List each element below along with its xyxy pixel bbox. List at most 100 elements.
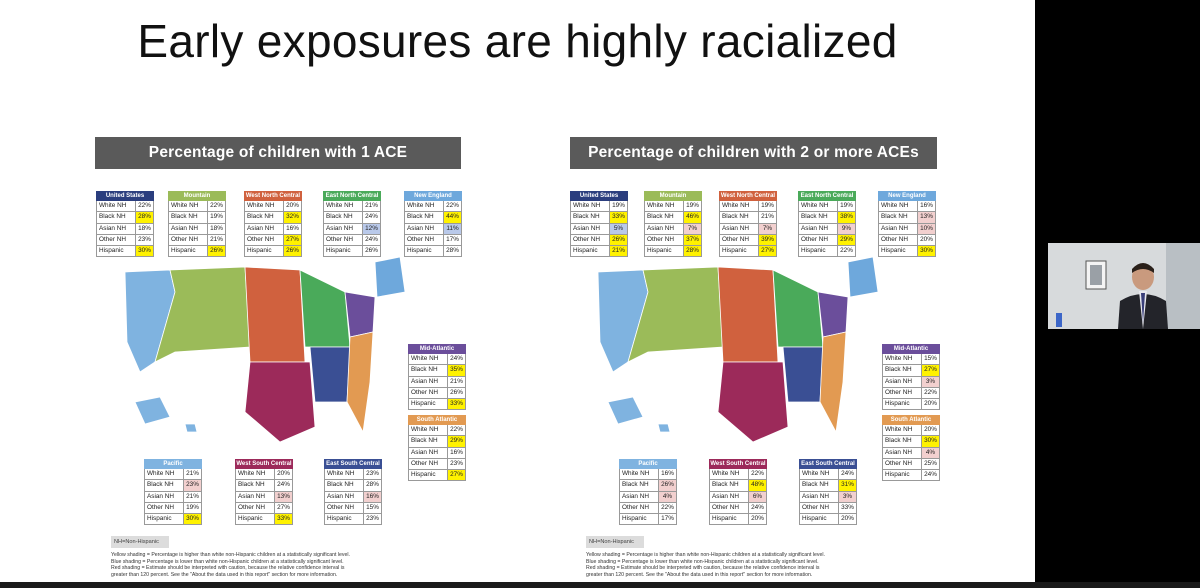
region-table-header: East North Central xyxy=(798,191,856,201)
p1-table-united-states: United States White NH 22% Black NH 28% Asian… xyxy=(96,191,154,258)
row-label: Black NH xyxy=(885,437,912,445)
table-row: Hispanic 28% xyxy=(644,246,702,258)
table-row: Hispanic 26% xyxy=(323,246,381,258)
row-value: 21% xyxy=(183,491,201,502)
row-value: 20% xyxy=(921,399,939,410)
row-value: 24% xyxy=(447,354,465,365)
row-value: 30% xyxy=(917,246,935,257)
footnote-line: greater than 120 percent. See the "About… xyxy=(586,571,813,578)
row-label: White NH xyxy=(722,202,750,209)
row-value: 7% xyxy=(683,223,701,234)
row-label: Black NH xyxy=(238,481,265,489)
panel-2-banner: Percentage of children with 2 or more AC… xyxy=(570,137,937,169)
table-row: Other NH 17% xyxy=(404,234,462,247)
region-table-header: New England xyxy=(878,191,936,201)
row-label: Hispanic xyxy=(881,247,906,255)
row-value: 31% xyxy=(838,480,856,491)
row-value: 21% xyxy=(758,212,776,223)
row-value: 26% xyxy=(609,234,627,246)
row-label: Black NH xyxy=(99,213,126,221)
row-value: 30% xyxy=(183,514,201,525)
table-row: Other NH 22% xyxy=(619,502,677,515)
row-value: 26% xyxy=(447,387,465,399)
row-label: White NH xyxy=(885,426,913,433)
row-value: 20% xyxy=(748,514,766,525)
table-row: Hispanic 21% xyxy=(570,246,628,258)
row-label: Other NH xyxy=(411,388,438,396)
presenter-video-icon xyxy=(1048,243,1200,329)
row-label: Asian NH xyxy=(171,224,198,232)
table-row: Hispanic 33% xyxy=(408,399,466,411)
row-label: Other NH xyxy=(802,503,829,511)
table-row: Other NH 39% xyxy=(719,234,777,247)
footnote-line: Red shading = Estimate should be interpr… xyxy=(586,565,820,572)
row-value: 3% xyxy=(921,376,939,387)
row-label: Black NH xyxy=(801,213,828,221)
row-value: 21% xyxy=(609,246,627,257)
region-table-header: West North Central xyxy=(719,191,777,201)
table-row: White NH 22% xyxy=(408,425,466,437)
row-label: Hispanic xyxy=(647,247,672,255)
row-label: Black NH xyxy=(326,213,353,221)
p2-table-united-states: United States White NH 19% Black NH 33% Asian… xyxy=(570,191,628,258)
row-value: 46% xyxy=(683,212,701,223)
table-row: Hispanic 20% xyxy=(882,399,940,411)
row-value: 24% xyxy=(748,502,766,514)
table-row: Asian NH 16% xyxy=(244,223,302,235)
table-row: Hispanic 20% xyxy=(709,514,767,526)
row-value: 39% xyxy=(758,234,776,246)
row-label: Other NH xyxy=(722,235,749,243)
row-label: Other NH xyxy=(411,459,438,467)
table-row: Hispanic 33% xyxy=(235,514,293,526)
table-row: Hispanic 22% xyxy=(798,246,856,258)
row-label: Black NH xyxy=(722,213,749,221)
row-value: 15% xyxy=(921,354,939,365)
row-value: 37% xyxy=(683,234,701,246)
table-row: Black NH 46% xyxy=(644,212,702,224)
region-table-header: East South Central xyxy=(324,459,382,469)
table-row: White NH 20% xyxy=(235,469,293,481)
row-label: Hispanic xyxy=(801,247,826,255)
table-row: Black NH 19% xyxy=(168,212,226,224)
row-value: 18% xyxy=(135,223,153,234)
p1-table-south-atlantic: South Atlantic White NH 22% Black NH 29% Asia… xyxy=(408,415,466,482)
row-label: Asian NH xyxy=(407,224,434,232)
row-value: 32% xyxy=(283,212,301,223)
panel-1-us-map xyxy=(124,256,406,443)
row-label: Asian NH xyxy=(622,492,649,500)
row-label: Hispanic xyxy=(712,515,737,523)
table-row: Other NH 21% xyxy=(168,234,226,247)
table-row: Asian NH 6% xyxy=(709,491,767,503)
table-row: White NH 19% xyxy=(719,201,777,213)
p1-table-west-north-central: West North Central White NH 20% Black NH 32%… xyxy=(244,191,302,258)
row-label: White NH xyxy=(407,202,435,209)
row-value: 23% xyxy=(183,480,201,491)
footnote-line: Blue shading = Percentage is lower than … xyxy=(586,558,819,565)
row-label: Black NH xyxy=(411,366,438,374)
table-row: Black NH 32% xyxy=(244,212,302,224)
row-label: Asian NH xyxy=(326,224,353,232)
row-value: 18% xyxy=(207,223,225,234)
table-row: White NH 16% xyxy=(619,469,677,481)
table-row: Other NH 19% xyxy=(144,502,202,515)
row-label: Other NH xyxy=(801,235,828,243)
row-label: Other NH xyxy=(647,235,674,243)
row-label: Black NH xyxy=(647,213,674,221)
row-label: White NH xyxy=(411,355,439,362)
row-label: White NH xyxy=(802,470,830,477)
presenter-video-tile[interactable] xyxy=(1048,243,1200,329)
row-value: 16% xyxy=(283,223,301,234)
row-value: 20% xyxy=(921,425,939,436)
row-label: Hispanic xyxy=(171,247,196,255)
table-row: Black NH 24% xyxy=(235,480,293,492)
row-value: 19% xyxy=(609,201,627,212)
row-value: 15% xyxy=(363,502,381,514)
table-row: Asian NH 10% xyxy=(878,223,936,235)
p1-table-new-england: New England White NH 22% Black NH 44% Asian N… xyxy=(404,191,462,258)
region-table-header: New England xyxy=(404,191,462,201)
row-label: Other NH xyxy=(99,235,126,243)
row-label: Asian NH xyxy=(327,492,354,500)
region-table-header: West North Central xyxy=(244,191,302,201)
table-row: Hispanic 30% xyxy=(96,246,154,258)
row-value: 4% xyxy=(921,447,939,458)
